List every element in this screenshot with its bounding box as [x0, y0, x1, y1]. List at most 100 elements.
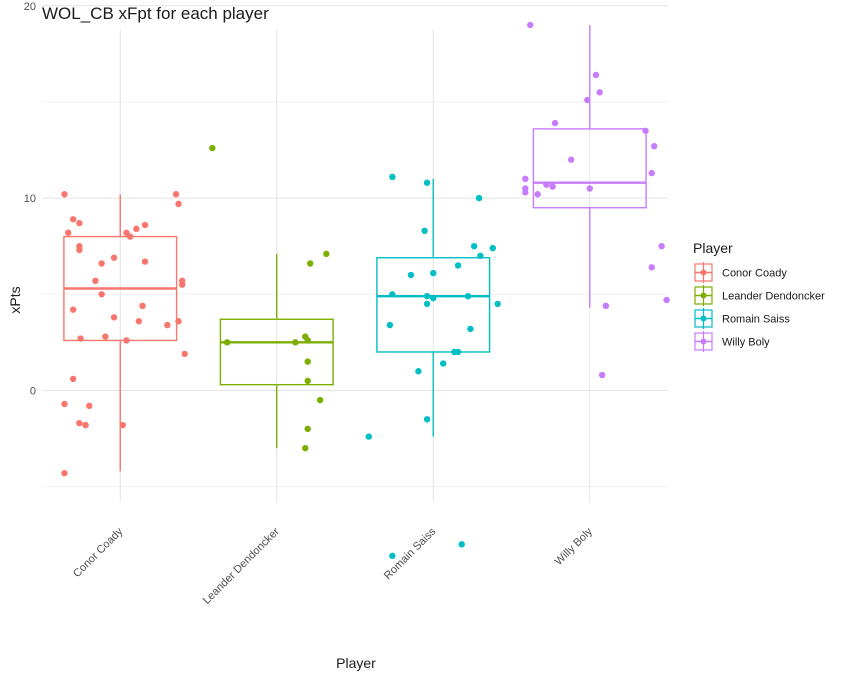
data-point [549, 183, 556, 190]
data-point [69, 216, 77, 223]
legend-item: Leander Dendoncker [694, 285, 825, 306]
legend-key-point [700, 292, 707, 299]
data-point [123, 337, 130, 344]
data-point [454, 262, 462, 269]
data-points [61, 21, 670, 560]
data-point [421, 227, 428, 235]
grid-lines [42, 5, 668, 502]
data-point [543, 181, 550, 188]
data-point [181, 350, 188, 358]
data-point [302, 444, 309, 452]
boxes [63, 25, 647, 472]
data-point [598, 371, 606, 379]
data-point [527, 21, 534, 29]
y-tick-label: 20 [24, 1, 36, 13]
data-point [92, 277, 99, 285]
data-point [61, 400, 68, 408]
legend-item: Romain Saiss [694, 308, 790, 329]
data-point [61, 469, 68, 477]
data-point [175, 318, 182, 325]
data-point [423, 292, 431, 300]
data-point [586, 185, 593, 192]
data-point [175, 200, 182, 208]
data-point [126, 233, 134, 240]
legend-key-point [700, 338, 707, 345]
box-leander-dendoncker [219, 253, 334, 449]
data-point [458, 541, 465, 548]
data-point [110, 254, 118, 261]
data-point [423, 300, 431, 308]
box-rect [219, 318, 334, 386]
data-point [567, 156, 575, 163]
data-point [551, 119, 559, 127]
data-point [596, 89, 603, 96]
legend-title: Player [693, 240, 733, 256]
data-point [98, 291, 105, 298]
legend-label: Romain Saiss [722, 314, 790, 326]
data-point [307, 260, 314, 267]
data-point [76, 219, 83, 227]
data-point [663, 296, 670, 304]
chart-title: WOL_CB xFpt for each player [42, 4, 269, 23]
data-point [454, 348, 462, 356]
data-point [389, 173, 396, 181]
data-point [470, 242, 478, 250]
data-point [133, 225, 140, 233]
legend-key-point [700, 269, 707, 276]
data-point [141, 221, 149, 229]
data-point [467, 325, 474, 333]
data-point [76, 246, 83, 254]
data-point [102, 333, 109, 340]
data-point [584, 96, 591, 104]
legend-label: Willy Boly [722, 337, 770, 349]
data-point [477, 252, 484, 260]
data-point [323, 250, 330, 258]
data-point [110, 314, 118, 321]
data-point [475, 194, 483, 202]
legend-label: Leander Dendoncker [722, 291, 825, 303]
x-axis-ticks: Conor Coady Leander Dendoncker Romain Sais… [71, 525, 595, 606]
y-axis-title: xPts [7, 286, 23, 313]
data-point [439, 360, 447, 367]
legend-item: Willy Boly [694, 331, 770, 352]
data-point [592, 71, 600, 79]
data-point [602, 302, 610, 310]
data-point [76, 419, 83, 427]
data-point [179, 281, 186, 288]
data-point [430, 269, 437, 277]
data-point [135, 318, 143, 325]
data-point [389, 291, 396, 298]
data-point [658, 242, 665, 250]
data-point [304, 337, 311, 344]
data-point [648, 264, 655, 271]
data-point [316, 396, 324, 404]
box-conor-coady [63, 194, 178, 472]
x-tick-label: Willy Boly [553, 525, 596, 568]
data-point [651, 142, 658, 150]
data-point [489, 244, 496, 252]
data-point [304, 377, 311, 385]
data-point [407, 271, 415, 279]
y-tick-label: 10 [24, 193, 36, 205]
data-point [304, 358, 311, 365]
data-point [386, 321, 394, 329]
box-rect [376, 257, 491, 353]
data-point [365, 433, 372, 440]
data-point [69, 375, 77, 383]
data-point [415, 368, 422, 375]
data-point [141, 258, 149, 265]
data-point [98, 260, 105, 267]
data-point [119, 421, 126, 429]
data-point [494, 300, 501, 308]
legend-label: Conor Coady [722, 268, 787, 280]
legend-key-point [700, 315, 707, 322]
data-point [423, 416, 431, 423]
data-point [61, 191, 68, 198]
data-point [64, 229, 72, 236]
data-point [292, 339, 299, 346]
x-axis-title: Player [336, 655, 376, 671]
data-point [77, 335, 84, 342]
data-point [464, 292, 472, 300]
data-point [642, 127, 649, 134]
